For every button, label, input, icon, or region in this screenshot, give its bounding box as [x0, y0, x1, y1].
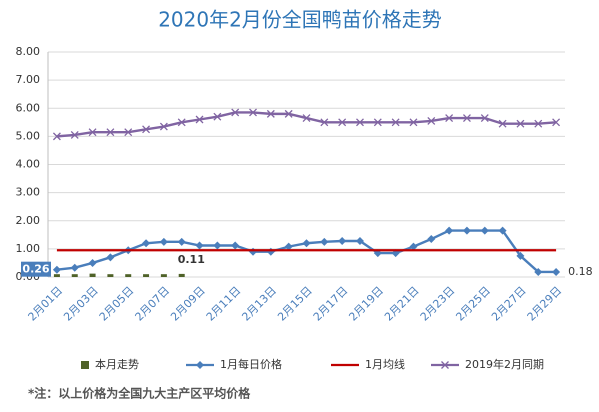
point: [70, 131, 79, 139]
point: [88, 258, 97, 267]
point: [534, 119, 543, 128]
y-tick-label: 2.00: [16, 214, 41, 227]
point: [302, 114, 311, 123]
x-tick-label: 2月25日: [453, 284, 493, 324]
point: [284, 242, 293, 251]
chart-title: 2020年2月份全国鸭苗价格走势: [158, 8, 442, 32]
point: [409, 118, 418, 127]
x-tick-label: 2月13日: [239, 284, 279, 324]
point: [213, 112, 222, 121]
x-tick-label: 2月11日: [204, 284, 244, 324]
x-tick-label: 2月01日: [26, 284, 66, 324]
point: [70, 263, 79, 272]
point: [409, 242, 418, 251]
point: [356, 118, 364, 127]
bar: [71, 274, 78, 277]
point: [231, 108, 240, 117]
point: [249, 108, 257, 117]
point: [338, 118, 347, 127]
bar: [125, 274, 132, 277]
legend-swatch: [81, 361, 89, 369]
x-tick-label: 2月21日: [382, 284, 422, 324]
point: [373, 118, 382, 127]
footnote: *注：以上价格为全国九大主产区平均价格: [28, 386, 251, 401]
point: [177, 118, 186, 127]
legend-label: 1月均线: [365, 357, 405, 371]
point: [552, 118, 561, 127]
point: [552, 267, 561, 276]
point: [534, 267, 543, 276]
point: [480, 114, 489, 123]
point: [445, 114, 454, 123]
bar: [53, 274, 60, 277]
x-tick-label: 2月09日: [168, 284, 208, 324]
y-tick-label: 6.00: [16, 101, 41, 114]
point: [427, 116, 436, 125]
point: [320, 237, 329, 246]
point: [124, 128, 133, 137]
bar: [143, 274, 150, 277]
x-tick-label: 2月19日: [346, 284, 386, 324]
bar: [178, 273, 185, 277]
point: [462, 114, 471, 123]
point: [106, 128, 115, 137]
point: [498, 119, 507, 128]
data-label: 0.26: [22, 263, 49, 276]
y-tick-label: 4.00: [16, 158, 41, 171]
point: [159, 122, 168, 131]
point: [88, 128, 97, 137]
legend-label: 2019年2月同期: [465, 357, 544, 371]
point: [231, 241, 240, 250]
point: [462, 226, 471, 235]
point: [302, 239, 311, 248]
y-tick-label: 5.00: [16, 129, 41, 142]
y-tick-label: 8.00: [16, 45, 41, 58]
legend-label: 本月走势: [95, 357, 139, 371]
point: [516, 119, 525, 128]
x-tick-label: 2月23日: [418, 284, 458, 324]
x-tick-label: 2月27日: [489, 284, 529, 324]
point: [266, 109, 275, 118]
point: [52, 132, 61, 141]
point: [498, 226, 507, 235]
point: [106, 253, 115, 262]
x-tick-label: 2月17日: [311, 284, 351, 324]
point: [516, 251, 525, 260]
point: [441, 361, 449, 369]
y-tick-label: 7.00: [16, 73, 41, 86]
point: [355, 237, 364, 245]
point: [480, 226, 489, 235]
x-tick-label: 2月05日: [97, 284, 137, 324]
bar: [107, 274, 114, 277]
x-tick-label: 2月07日: [133, 284, 173, 324]
point: [284, 109, 293, 118]
y-tick-label: 1.00: [16, 242, 41, 255]
point: [177, 237, 186, 246]
data-label: 0.18: [568, 265, 593, 278]
point: [445, 226, 454, 235]
point: [142, 239, 151, 248]
bar: [89, 273, 96, 277]
point: [52, 265, 61, 274]
x-tick-label: 2月15日: [275, 284, 315, 324]
point: [195, 241, 204, 250]
point: [142, 125, 151, 134]
data-label: 0.11: [178, 253, 205, 266]
bar: [160, 274, 167, 277]
x-tick-label: 2月03日: [61, 284, 101, 324]
legend-label: 1月每日价格: [220, 357, 282, 371]
point: [391, 118, 400, 127]
data-label-box: [21, 261, 51, 277]
line: [56, 111, 557, 138]
point: [338, 237, 347, 245]
point: [427, 235, 436, 244]
point: [213, 241, 222, 250]
point: [159, 237, 168, 246]
x-tick-label: 2月29日: [525, 284, 565, 324]
point: [320, 118, 329, 127]
y-tick-label: 3.00: [16, 186, 41, 199]
point: [195, 115, 204, 124]
point: [196, 361, 204, 369]
